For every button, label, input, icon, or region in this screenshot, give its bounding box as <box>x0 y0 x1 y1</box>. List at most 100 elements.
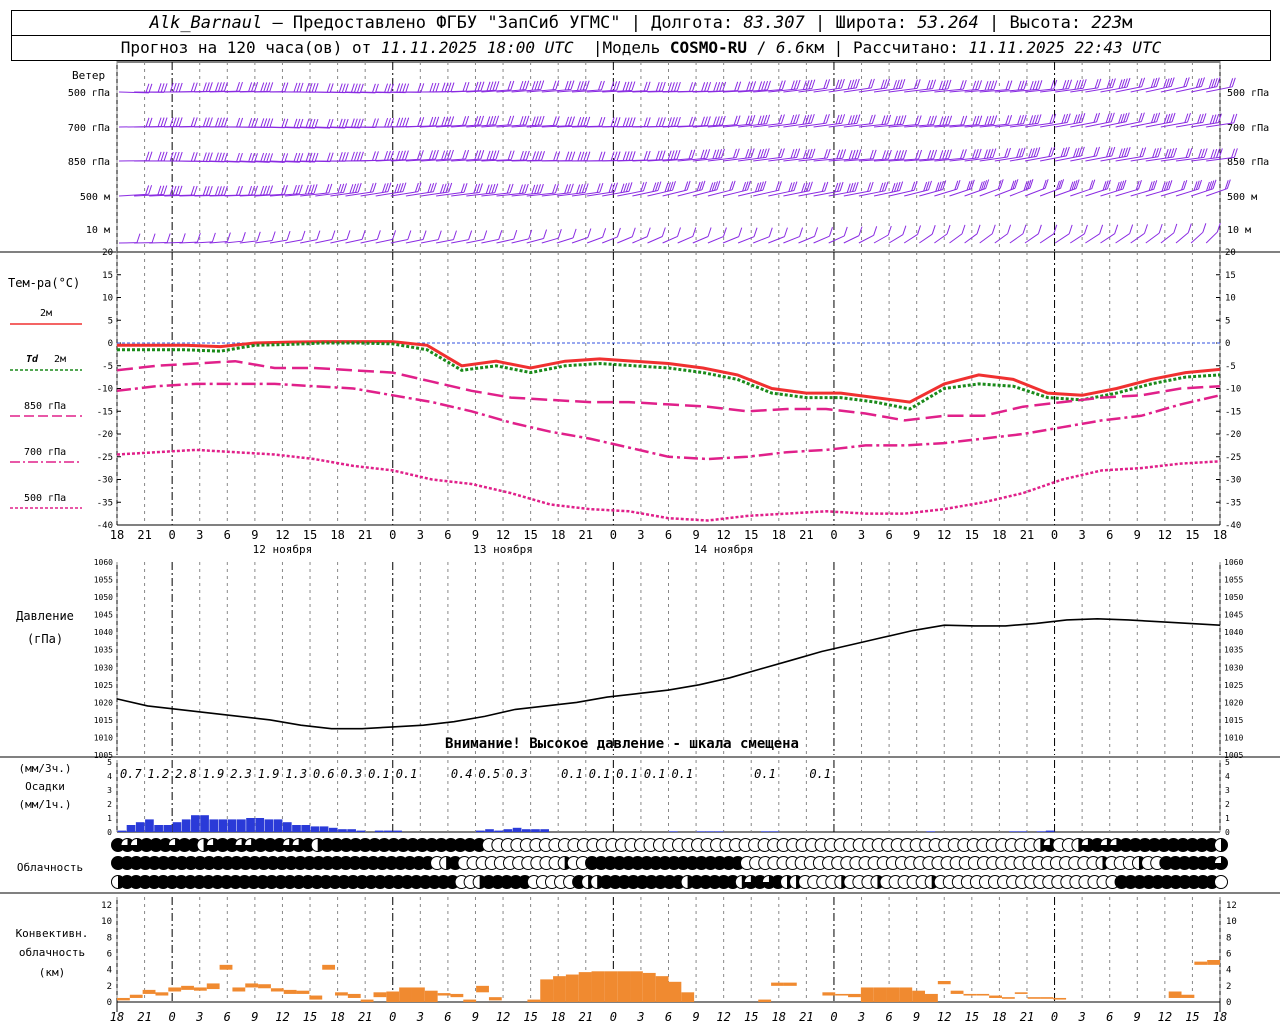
wind-barb-feather <box>169 117 174 127</box>
wind-barb-feather <box>928 180 932 191</box>
conv-cloud-bar <box>553 976 566 1002</box>
wind-barb-feather <box>913 79 918 89</box>
wind-barb-feather <box>826 79 831 89</box>
precip-bar <box>503 829 513 832</box>
wind-barb-feather <box>1216 77 1221 87</box>
conv-title-1: Конвективн. <box>16 927 89 940</box>
wind-barb-feather <box>1111 146 1116 157</box>
wind-barb-feather <box>783 227 788 237</box>
wind-barb-feather <box>744 181 749 191</box>
wind-barb-feather <box>178 117 183 127</box>
wind-barb-feather <box>803 182 808 192</box>
wind-barb-shaft <box>556 89 587 93</box>
wind-barb-feather <box>519 116 524 126</box>
model-name: COSMO-RU <box>669 38 747 57</box>
wind-barb-feather <box>557 229 562 239</box>
wind-barb-shaft <box>164 194 195 197</box>
wind-barb-shaft <box>692 236 709 244</box>
wind-barb-feather <box>205 117 210 127</box>
temp-ytick-right: -10 <box>1225 385 1241 395</box>
wind-barb-shaft <box>768 88 798 93</box>
wind-barb-feather <box>567 183 571 194</box>
wind-barb-feather <box>223 185 228 196</box>
wind-barb-feather <box>160 117 165 127</box>
wind-level-label-right: 700 гПа <box>1227 123 1269 134</box>
wind-barb-feather <box>1140 112 1145 122</box>
precip-bar <box>531 829 540 832</box>
wind-barb-shaft <box>768 122 797 128</box>
x-tick-label: 21 <box>799 528 813 542</box>
wind-barb-feather <box>374 151 379 161</box>
wind-barb-feather <box>903 149 907 160</box>
wind-barb-feather <box>655 150 660 161</box>
wind-barb-shaft <box>1100 155 1128 162</box>
wind-barb-shaft <box>1206 122 1234 128</box>
wind-barb-feather <box>296 82 301 93</box>
wind-barb-shaft <box>390 158 421 162</box>
wind-barb-feather <box>568 116 573 126</box>
x-tick-label-bottom: 21 <box>579 1010 593 1024</box>
day-label: 14 ноября <box>694 543 754 556</box>
wind-barb-feather <box>387 182 392 192</box>
wind-barb-feather <box>944 80 949 90</box>
wind-barb-feather <box>939 116 944 126</box>
wind-barb-shaft <box>1055 188 1077 197</box>
conv-ytick-right: 2 <box>1226 982 1231 992</box>
x-tick-label-bottom: 12 <box>1158 1010 1172 1024</box>
wind-barb-shaft <box>1160 232 1175 244</box>
wind-barb-feather <box>556 151 561 161</box>
wind-barb-shaft <box>858 123 888 128</box>
wind-barb-shaft <box>556 237 574 244</box>
wind-barb-feather <box>208 185 213 196</box>
wind-barb-shaft <box>330 238 348 244</box>
precip-3h-total: 2.3 <box>230 767 252 781</box>
wind-barb-shaft <box>481 124 511 128</box>
wind-barb-feather <box>932 79 937 89</box>
wind-barb-shaft <box>1009 187 1031 197</box>
wind-barb-feather <box>1233 148 1238 158</box>
wind-barb-feather <box>444 116 449 126</box>
wind-barb-shaft <box>707 90 738 93</box>
wind-barb-feather <box>1208 181 1213 191</box>
wind-barb-feather <box>353 151 358 162</box>
wind-barb-feather <box>304 184 309 195</box>
x-tick-label-bottom: 18 <box>1213 1010 1227 1024</box>
wind-barb-feather <box>734 81 739 91</box>
wind-barb-feather <box>1075 179 1080 189</box>
wind-barb-shaft <box>481 159 512 162</box>
wind-barb-feather <box>707 81 712 92</box>
wind-barb-feather <box>1135 180 1140 191</box>
wind-barb-shaft <box>1145 232 1160 244</box>
wind-barb-feather <box>780 114 785 124</box>
wind-barb-feather <box>848 150 853 160</box>
wind-barb-feather <box>755 182 759 193</box>
wind-barb-feather <box>402 117 407 127</box>
wind-barb-feather <box>534 116 539 126</box>
wind-barb-shaft <box>828 190 856 197</box>
wind-barb-feather <box>447 82 452 92</box>
wind-barb-shaft <box>315 238 333 244</box>
wind-barb-feather <box>884 181 889 191</box>
wind-barb-feather <box>625 117 630 127</box>
wind-barb-feather <box>441 116 446 127</box>
wind-barb-feather <box>1110 112 1115 122</box>
wind-barb-feather <box>580 116 585 127</box>
wind-barb-feather <box>899 115 904 125</box>
wind-barb-feather <box>673 150 678 160</box>
wind-barb-feather <box>178 151 183 162</box>
wind-barb-feather <box>941 80 946 90</box>
wind-barb-feather <box>757 115 762 125</box>
wind-barb-feather <box>519 150 524 161</box>
wind-barb-feather <box>163 83 168 93</box>
wind-barb-feather <box>601 151 606 161</box>
wind-barb-feather <box>298 184 303 194</box>
wind-barb-shaft <box>753 122 782 128</box>
wind-barb-feather <box>205 152 210 162</box>
wind-barb-shaft <box>254 193 285 197</box>
wind-barb-feather <box>220 186 225 196</box>
wind-barb-feather <box>522 115 527 126</box>
precip-3h-total: 0.1 <box>616 767 638 781</box>
wind-barb-feather <box>349 184 354 194</box>
wind-barb-feather <box>954 180 959 190</box>
wind-barb-feather <box>1073 148 1077 158</box>
